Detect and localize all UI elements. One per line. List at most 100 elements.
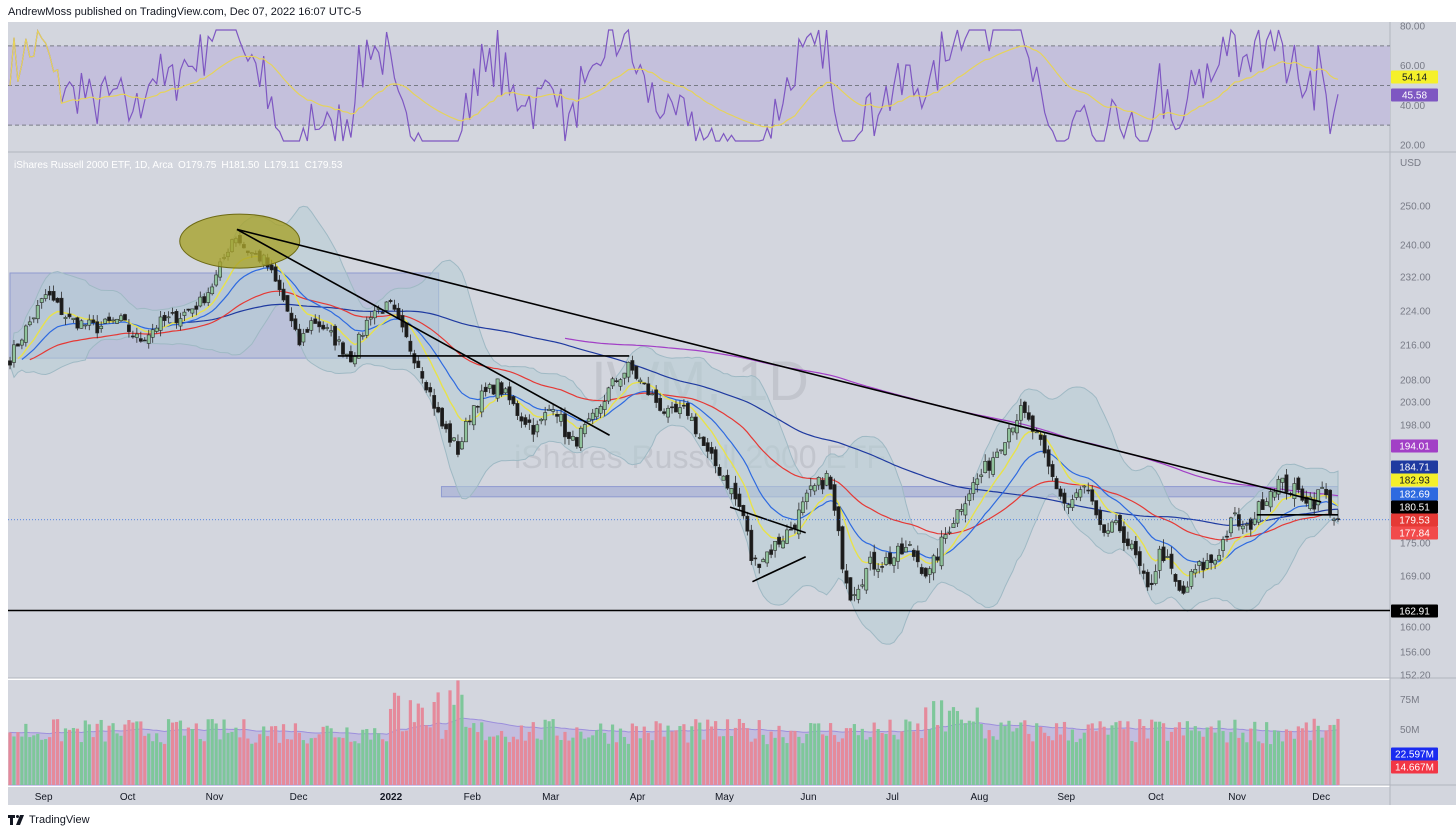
candle-body	[1233, 512, 1237, 515]
candle-body	[1276, 479, 1281, 495]
candle-body	[856, 588, 861, 600]
candle-body	[337, 339, 341, 342]
volume-bar	[238, 737, 242, 785]
candle-body	[1110, 521, 1114, 533]
volume-bar	[773, 737, 777, 785]
candle-body	[1090, 489, 1095, 502]
volume-bar	[222, 719, 226, 785]
volume-bar	[825, 735, 829, 785]
volume-bar	[313, 737, 317, 785]
candle-body	[150, 329, 155, 338]
candle-body	[911, 549, 916, 557]
candle-body	[1054, 478, 1059, 490]
candle-body	[507, 386, 512, 401]
volume-bar	[12, 736, 16, 785]
candle-body	[352, 356, 357, 365]
price-axis-tick: 250.00	[1400, 202, 1431, 213]
volume-bar	[1201, 736, 1205, 785]
candle-body	[674, 403, 678, 413]
volume-bar	[1197, 731, 1201, 785]
volume-bar	[1292, 738, 1296, 785]
symbol-name: iShares Russell 2000 ETF, 1D, Arca	[14, 160, 173, 171]
volume-bar	[428, 727, 432, 785]
candle-body	[959, 509, 964, 512]
volume-bar	[254, 742, 258, 785]
volume-bar	[87, 724, 91, 785]
candle-body	[836, 506, 841, 532]
volume-bar	[535, 738, 539, 785]
candle-body	[428, 387, 433, 393]
candle-body	[12, 344, 16, 363]
candle-body	[666, 407, 670, 418]
candle-body	[1042, 435, 1047, 454]
price-label-bg	[1391, 473, 1438, 487]
volume-bar	[1288, 730, 1293, 785]
candle-body	[174, 311, 179, 324]
volume-bar	[147, 733, 151, 785]
volume-bar	[1070, 729, 1074, 785]
candle-body	[737, 493, 742, 507]
price-axis-tick: 169.00	[1400, 572, 1431, 583]
candle-body	[285, 295, 290, 312]
volume-bar	[28, 737, 32, 785]
candle-body	[491, 384, 496, 395]
candle-body	[983, 461, 988, 473]
volume-bar	[1189, 730, 1193, 785]
volume-bar	[289, 739, 294, 785]
candle-body	[1316, 489, 1321, 506]
ohlc-value: 179.11	[270, 160, 300, 171]
price-axis-tick: 216.00	[1400, 341, 1431, 352]
candle-body	[269, 264, 274, 271]
candle-body	[1308, 496, 1313, 509]
candle-body	[440, 407, 444, 427]
volume-bar	[1241, 732, 1245, 785]
volume-bar	[769, 731, 773, 785]
candle-body	[166, 316, 171, 319]
candle-body	[305, 328, 310, 333]
candle-body	[749, 529, 754, 561]
volume-bar	[194, 723, 198, 785]
candle-body	[654, 389, 659, 403]
volume-bar	[178, 720, 183, 785]
volume-bar	[1300, 728, 1304, 785]
rsi-value-label-bg	[1391, 88, 1438, 102]
candle-body	[1145, 571, 1150, 588]
volume-bar	[745, 728, 749, 785]
volume-bar	[717, 736, 722, 785]
volume-bar	[567, 740, 571, 785]
volume-bar	[432, 702, 436, 785]
candle-body	[313, 318, 318, 324]
volume-bar	[1284, 729, 1289, 785]
time-axis-label: Oct	[120, 792, 136, 803]
volume-bar	[361, 729, 365, 785]
candle-body	[1244, 523, 1249, 526]
candle-body	[99, 325, 104, 329]
candle-body	[1125, 538, 1130, 547]
candle-body	[1264, 501, 1269, 506]
candle-body	[103, 318, 108, 324]
candle-body	[1062, 492, 1067, 504]
volume-bar	[1265, 722, 1269, 785]
volume-bar	[908, 721, 912, 785]
candle-body	[670, 406, 674, 409]
volume-bar	[1146, 738, 1150, 785]
candle-body	[119, 315, 123, 321]
volume-bar	[71, 727, 76, 785]
candle-body	[658, 398, 663, 411]
ma100-line	[168, 303, 1339, 527]
candle-body	[876, 568, 881, 572]
candle-body	[963, 503, 968, 516]
candle-body	[800, 501, 805, 514]
candle-body	[844, 570, 849, 584]
volume-bar	[20, 736, 24, 785]
candle-body	[475, 405, 480, 408]
candle-body	[1197, 561, 1202, 566]
volume-bar	[1316, 725, 1320, 785]
rsi-axis-tick: 80.00	[1400, 22, 1425, 33]
candle-body	[642, 382, 647, 385]
volume-bar	[416, 703, 420, 785]
volume-bar	[872, 722, 876, 785]
candle-body	[23, 325, 28, 343]
volume-bar	[1126, 721, 1130, 785]
